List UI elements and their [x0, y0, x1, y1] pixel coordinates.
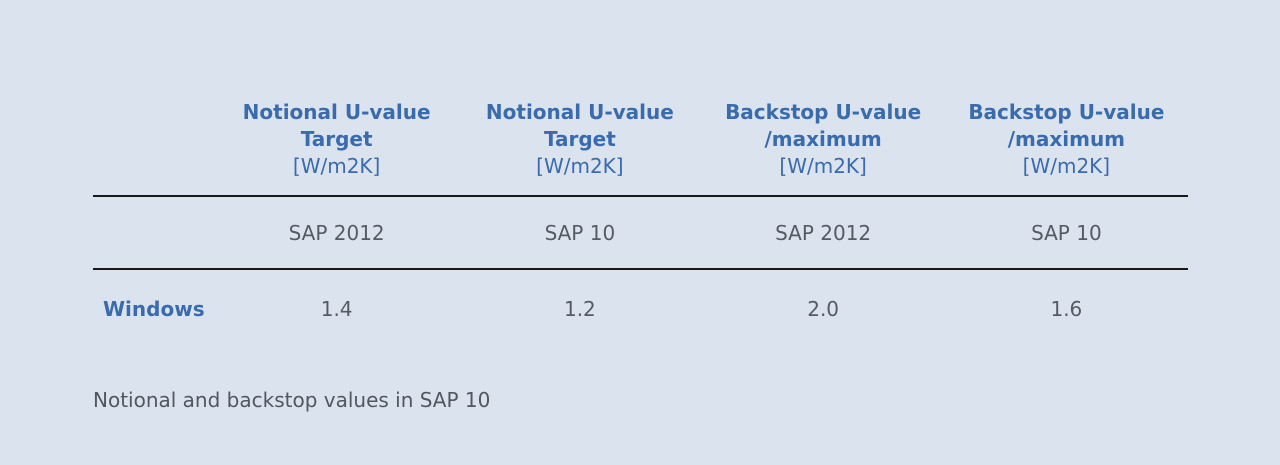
sap-subheader-row: SAP 2012 SAP 10 SAP 2012 SAP 10	[93, 197, 1188, 270]
header-line1: Backstop U-value	[725, 100, 922, 124]
sap-label: SAP 10	[544, 220, 616, 245]
value-cell: 1.4	[320, 297, 353, 321]
header-line2: Target	[543, 127, 616, 151]
u-value-table: Notional U-value Target [W/m2K] Notional…	[93, 99, 1188, 321]
sap-label: SAP 10	[1031, 220, 1102, 245]
header-unit: [W/m2K]	[536, 154, 624, 178]
header-line2: /maximum	[1007, 127, 1126, 151]
value-cell: 2.0	[807, 297, 840, 321]
column-header-backstop-max-sap2012: Backstop U-value /maximum [W/m2K]	[702, 99, 945, 180]
header-line2: Target	[300, 127, 373, 151]
header-line1: Notional U-value	[242, 100, 431, 124]
header-spacer	[93, 99, 215, 180]
value-cell: 1.2	[563, 297, 596, 321]
table-row-windows: Windows 1.4 1.2 2.0 1.6	[93, 270, 1188, 321]
column-header-backstop-max-sap10: Backstop U-value /maximum [W/m2K]	[945, 99, 1188, 180]
header-unit: [W/m2K]	[779, 154, 867, 178]
table-caption: Notional and backstop values in SAP 10	[93, 388, 491, 412]
header-line1: Notional U-value	[485, 100, 674, 124]
sap-label: SAP 2012	[288, 220, 385, 245]
column-header-notional-target-sap10: Notional U-value Target [W/m2K]	[458, 99, 701, 180]
sap-label: SAP 2012	[775, 220, 872, 245]
value-cell: 1.6	[1050, 297, 1083, 321]
column-header-notional-target-sap2012: Notional U-value Target [W/m2K]	[215, 99, 458, 180]
header-unit: [W/m2K]	[1022, 154, 1111, 178]
header-line1: Backstop U-value	[968, 100, 1165, 124]
table-header-row: Notional U-value Target [W/m2K] Notional…	[93, 99, 1188, 197]
header-line2: /maximum	[764, 127, 882, 151]
row-label-windows: Windows	[103, 297, 205, 321]
header-unit: [W/m2K]	[292, 154, 381, 178]
